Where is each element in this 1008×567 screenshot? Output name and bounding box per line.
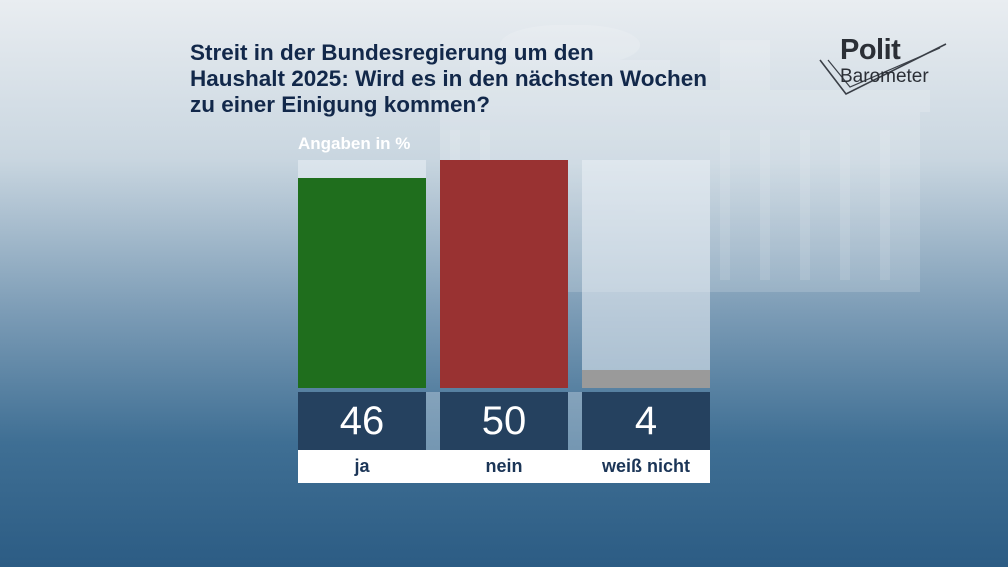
logo-text-barometer: Barometer: [840, 66, 929, 87]
unit-label: Angaben in %: [298, 134, 411, 153]
title-line: Haushalt 2025: Wird es in den nächsten W…: [190, 66, 708, 91]
bar-weiß-nicht: [582, 370, 710, 388]
bar-ja: [298, 178, 426, 388]
bar-area: [298, 160, 710, 388]
title-line: Streit in der Bundesregierung um den: [190, 40, 594, 65]
title-line: zu einer Einigung kommen?: [190, 92, 491, 117]
bar-chart: 46 50 4 ja nein weiß nicht: [298, 160, 710, 483]
bar-nein: [440, 160, 568, 388]
category-label: nein: [485, 456, 523, 476]
logo-text-polit: Polit: [840, 34, 901, 66]
data-label: 50: [440, 392, 568, 450]
data-label: 4: [582, 392, 710, 450]
politbarometer-logo: Polit Barometer: [812, 32, 962, 104]
category-label: ja: [354, 456, 370, 476]
category-row: ja nein weiß nicht: [298, 450, 710, 483]
value-row: 46 50 4: [298, 392, 710, 450]
checkmark-icon: [819, 43, 947, 96]
data-label: 46: [298, 392, 426, 450]
bar-background: [582, 160, 710, 388]
chart-title: Streit in der Bundesregierung um den Hau…: [190, 40, 810, 118]
category-label: weiß nicht: [601, 456, 690, 476]
